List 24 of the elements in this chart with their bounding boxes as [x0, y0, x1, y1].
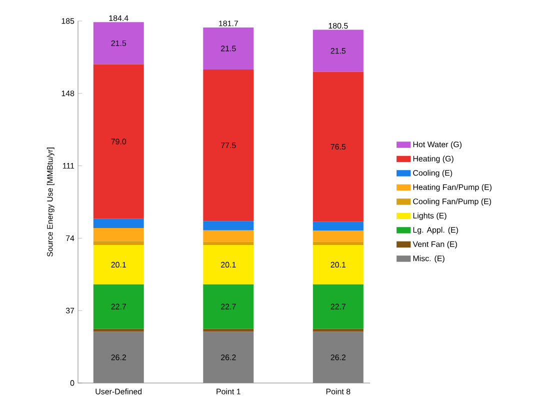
bar — [312, 284, 364, 329]
bar — [312, 30, 364, 72]
bar — [93, 284, 144, 329]
bar — [203, 284, 254, 329]
bar — [203, 27, 254, 70]
bar — [93, 245, 144, 284]
bar — [312, 245, 364, 284]
bar — [93, 22, 144, 64]
bar — [93, 228, 144, 242]
bar — [203, 242, 254, 246]
bar — [203, 230, 254, 242]
bar — [203, 221, 254, 230]
bar — [312, 72, 364, 222]
bar — [93, 64, 144, 219]
bar — [312, 222, 364, 231]
bar — [312, 242, 364, 246]
bar — [312, 332, 364, 383]
bar — [312, 230, 364, 242]
bar — [93, 218, 144, 228]
bar — [93, 332, 144, 383]
bar — [203, 332, 254, 383]
bar — [203, 70, 254, 222]
bar — [93, 241, 144, 246]
bar — [203, 245, 254, 284]
